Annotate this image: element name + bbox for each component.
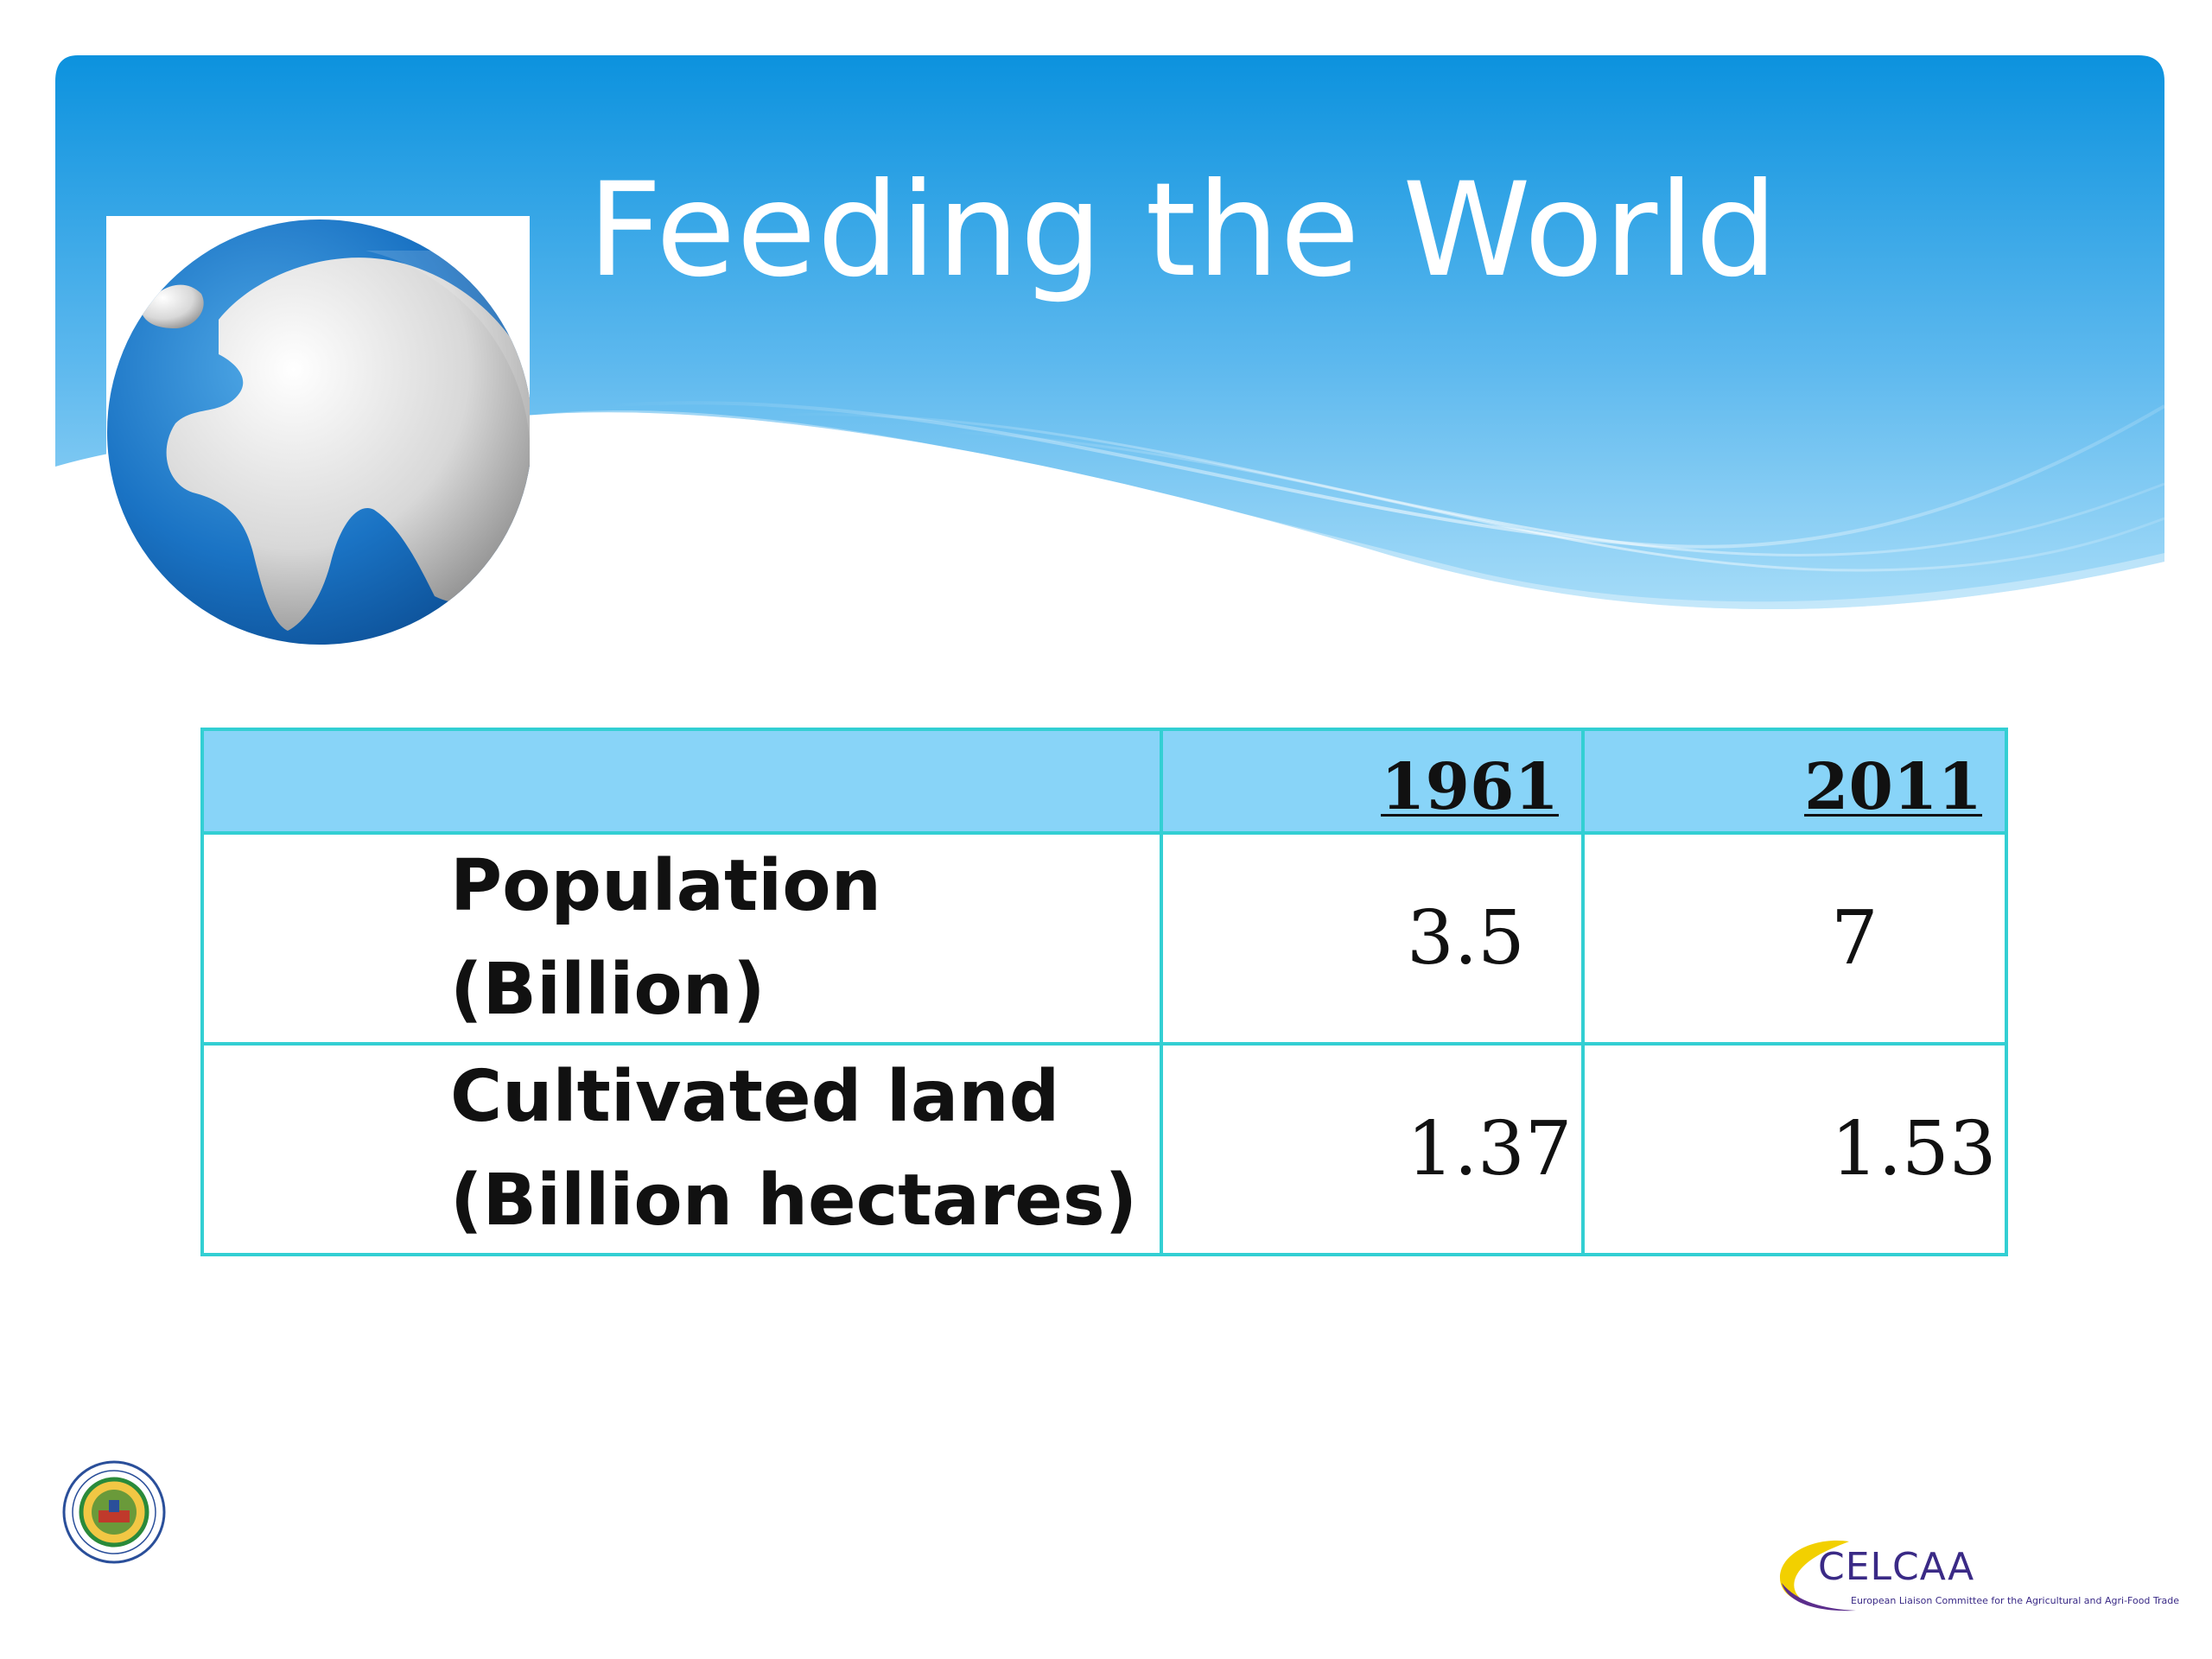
row-label-cultivated-land: Cultivated land (Billion hectares) xyxy=(200,1042,1163,1256)
celcaa-logo: CELCAA European Liaison Committee for th… xyxy=(1771,1529,2212,1616)
globe-image xyxy=(106,216,530,648)
header-cell-empty xyxy=(200,728,1163,835)
association-seal-logo xyxy=(62,1460,166,1564)
table-header-row: 1961 2011 xyxy=(200,728,2008,835)
header-banner xyxy=(55,55,2166,609)
header-cell-2011: 2011 xyxy=(1581,728,2008,835)
population-1961: 3.5 xyxy=(1160,831,1585,1046)
slide-title: Feeding the World xyxy=(588,156,1779,306)
cultivated-land-1961: 1.37 xyxy=(1160,1042,1585,1256)
row-label-population: Population (Billion) xyxy=(200,831,1163,1046)
celcaa-tagline: European Liaison Committee for the Agric… xyxy=(1851,1595,2180,1606)
data-table: 1961 2011 Population (Billion) 3.5 7 Cul… xyxy=(200,728,2008,1256)
population-2011: 7 xyxy=(1581,831,2008,1046)
table-row: Population (Billion) 3.5 7 xyxy=(200,831,2008,1046)
celcaa-swoosh-icon xyxy=(1780,1540,1856,1611)
header-cell-1961: 1961 xyxy=(1160,728,1585,835)
table-row: Cultivated land (Billion hectares) 1.37 … xyxy=(200,1042,2008,1256)
cultivated-land-2011: 1.53 xyxy=(1581,1042,2008,1256)
celcaa-name: CELCAA xyxy=(1818,1545,1975,1589)
